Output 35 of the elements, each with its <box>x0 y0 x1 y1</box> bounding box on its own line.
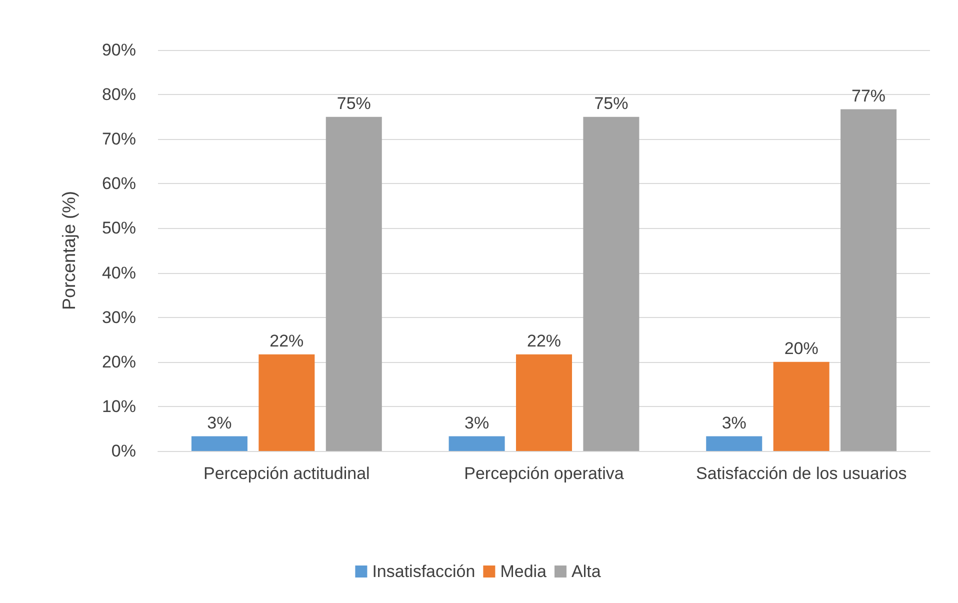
bar <box>326 116 382 451</box>
x-tick-label: Satisfacción de los usuarios <box>696 464 907 483</box>
data-label: 20% <box>784 338 818 358</box>
bar <box>773 362 830 451</box>
data-label: 3% <box>207 413 232 432</box>
bar <box>840 109 897 451</box>
data-label: 75% <box>336 94 371 113</box>
y-tick-label: 10% <box>102 396 136 416</box>
y-tick-label: 20% <box>102 352 136 372</box>
bar <box>583 116 640 451</box>
legend-label: Alta <box>572 562 602 581</box>
x-tick-label: Percepción actitudinal <box>204 464 370 483</box>
legend-label: Insatisfacción <box>372 562 476 581</box>
data-label: 22% <box>270 331 304 350</box>
y-tick-label: 50% <box>102 218 136 238</box>
data-label: 77% <box>852 86 886 106</box>
bar <box>448 436 505 451</box>
y-tick-label: 0% <box>111 442 136 460</box>
y-tick-label: 30% <box>102 308 136 327</box>
data-label: 3% <box>722 413 746 432</box>
y-tick-label: 90% <box>102 40 136 60</box>
bar <box>516 354 572 451</box>
y-axis-title: Porcentaje (%) <box>59 190 79 310</box>
bar <box>258 354 315 451</box>
bar <box>706 436 762 451</box>
bar <box>191 436 248 451</box>
data-label: 3% <box>464 413 490 432</box>
y-tick-label: 70% <box>102 130 136 149</box>
x-tick-label: Percepción operativa <box>464 464 624 483</box>
y-tick-label: 80% <box>102 85 136 104</box>
y-tick-label: 40% <box>102 263 136 282</box>
data-label: 22% <box>526 331 562 350</box>
legend-label: Media <box>500 562 548 581</box>
data-label: 75% <box>594 94 628 113</box>
y-tick-label: 60% <box>102 174 136 194</box>
